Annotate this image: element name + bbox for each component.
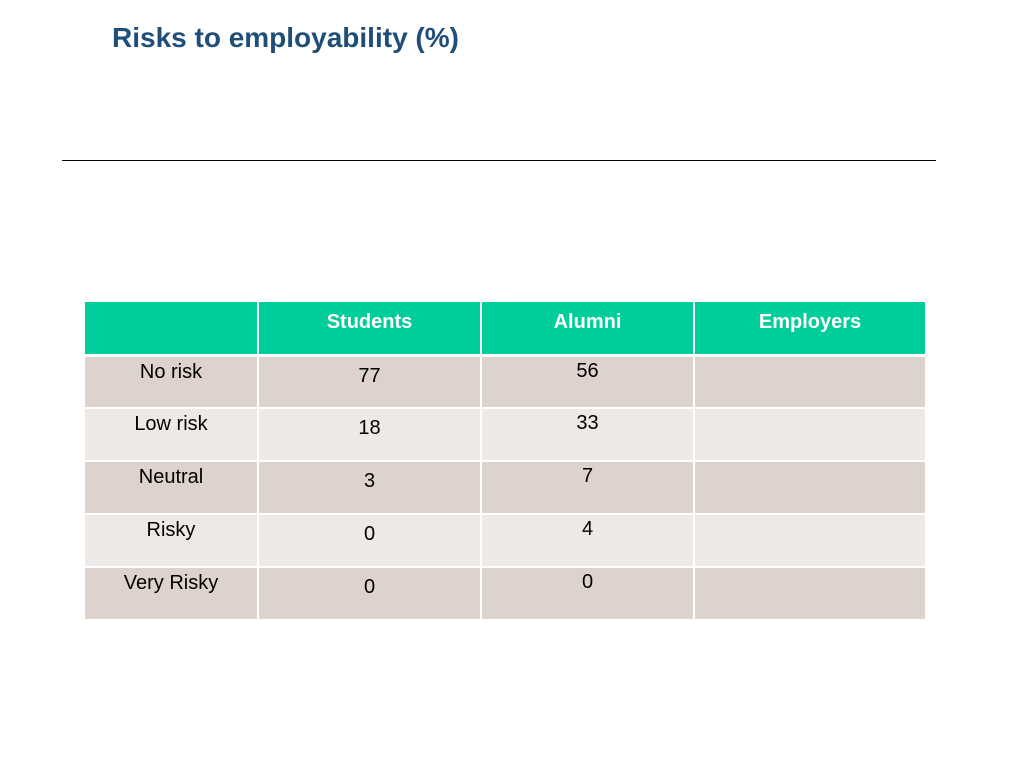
alumni-value: 33 xyxy=(576,412,599,434)
title-divider xyxy=(62,160,936,161)
table-row: No risk 77 56 xyxy=(85,355,925,409)
row-label: Risky xyxy=(146,519,196,541)
header-cell-students: Students xyxy=(257,302,482,357)
header-cell-corner xyxy=(85,302,259,357)
alumni-value: 4 xyxy=(581,518,594,540)
employers-cell xyxy=(693,461,925,515)
students-cell: 77 xyxy=(257,355,482,409)
row-label-cell: Low risk xyxy=(85,408,259,462)
students-cell: 3 xyxy=(257,461,482,515)
employers-cell xyxy=(693,355,925,409)
students-value: 18 xyxy=(358,417,381,439)
alumni-value: 56 xyxy=(576,359,599,382)
slide-title: Risks to employability (%) xyxy=(112,22,459,53)
row-label-cell: Risky xyxy=(85,514,259,568)
alumni-cell: 7 xyxy=(480,461,695,515)
table-row: Risky 0 4 xyxy=(85,514,925,568)
students-value: 77 xyxy=(358,364,381,387)
students-value: 3 xyxy=(363,470,376,492)
students-value: 0 xyxy=(363,523,376,545)
risk-table: Students Alumni Employers No risk 77 56 … xyxy=(85,302,925,621)
row-label-cell: Neutral xyxy=(85,461,259,515)
alumni-cell: 0 xyxy=(480,567,695,621)
alumni-value: 0 xyxy=(581,571,594,593)
students-cell: 0 xyxy=(257,514,482,568)
row-label: Neutral xyxy=(138,466,204,488)
students-cell: 18 xyxy=(257,408,482,462)
alumni-cell: 4 xyxy=(480,514,695,568)
table-row: Low risk 18 33 xyxy=(85,408,925,462)
employers-cell xyxy=(693,408,925,462)
header-cell-employers: Employers xyxy=(693,302,925,357)
row-label: Very Risky xyxy=(123,572,219,594)
students-value: 0 xyxy=(363,576,376,598)
table-header-row: Students Alumni Employers xyxy=(85,302,925,357)
row-label-cell: Very Risky xyxy=(85,567,259,621)
table-row: Neutral 3 7 xyxy=(85,461,925,515)
alumni-cell: 56 xyxy=(480,355,695,409)
row-label: No risk xyxy=(139,360,203,383)
alumni-value: 7 xyxy=(581,465,594,487)
employers-cell xyxy=(693,514,925,568)
employers-cell xyxy=(693,567,925,621)
alumni-cell: 33 xyxy=(480,408,695,462)
row-label: Low risk xyxy=(134,413,208,435)
table-row: Very Risky 0 0 xyxy=(85,567,925,621)
students-cell: 0 xyxy=(257,567,482,621)
row-label-cell: No risk xyxy=(85,355,259,409)
header-cell-alumni: Alumni xyxy=(480,302,695,357)
